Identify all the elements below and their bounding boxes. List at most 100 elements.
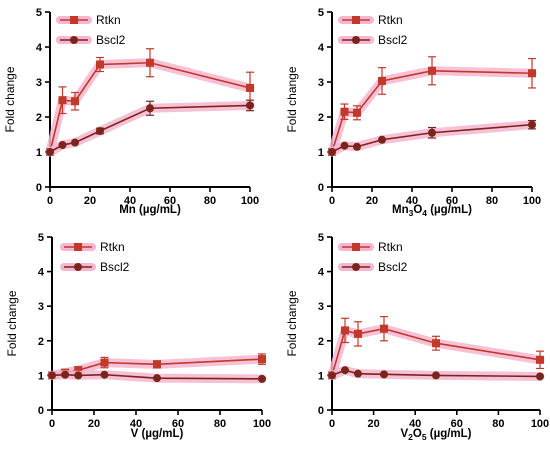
data-point-bscl2: [328, 148, 336, 156]
legend-label: Bscl2: [96, 33, 126, 47]
data-point-rtkn: [258, 355, 266, 364]
x-tick-label: 80: [204, 195, 216, 207]
chart-panel-2: 0 1 2 3 4 5 0 20 40 60 80 100 Fold change Mn3O4 (µg/m…: [285, 7, 541, 218]
x-tick-label: 20: [88, 418, 100, 430]
y-axis-title: Fold change: [3, 66, 17, 132]
y-axis-title: Fold change: [285, 290, 299, 356]
legend-label: Rtkn: [378, 13, 403, 27]
data-point-rtkn: [536, 355, 544, 364]
y-axis-title: Fold change: [5, 290, 19, 356]
legend-marker: [352, 16, 360, 24]
data-point-rtkn: [528, 69, 536, 78]
y-tick-label: 3: [38, 301, 44, 313]
legend-entry-bscl2: Bscl2: [60, 260, 130, 274]
legend-entry-rtkn: Rtkn: [338, 13, 403, 27]
x-tick-label: 100: [531, 418, 549, 430]
data-point-bscl2: [58, 141, 67, 149]
x-tick-label: 0: [329, 195, 335, 207]
y-tick-label: 2: [318, 112, 324, 124]
data-point-bscl2: [246, 101, 254, 110]
legend-label: Bscl2: [100, 260, 130, 274]
x-tick-label: 80: [214, 418, 226, 430]
y-tick-label: 0: [36, 182, 42, 194]
legend-label: Rtkn: [378, 240, 403, 254]
data-point-rtkn: [340, 107, 349, 116]
y-tick-label: 2: [36, 112, 42, 124]
data-point-bscl2: [74, 371, 83, 380]
series-line: [331, 69, 533, 153]
data-point-rtkn: [146, 58, 154, 67]
y-tick-label: 2: [318, 336, 324, 348]
y-tick-label: 5: [318, 232, 324, 244]
x-tick-label: 0: [47, 195, 53, 207]
x-tick-label: 40: [409, 418, 421, 430]
legend-entry-bscl2: Bscl2: [338, 33, 408, 47]
y-tick-label: 1: [38, 370, 44, 382]
x-tick-label: 0: [49, 418, 55, 430]
data-point-bscl2: [428, 128, 436, 137]
legend-entry-bscl2: Bscl2: [338, 260, 408, 274]
series-glow: [327, 324, 545, 380]
x-tick-label: 60: [172, 418, 184, 430]
data-point-rtkn: [96, 60, 104, 69]
chart-panel-4: 0 1 2 3 4 5 0 20 40 60 80 100 Fold change V2O5 (µg/mL…: [285, 232, 549, 442]
legend-marker: [352, 243, 360, 251]
y-tick-label: 4: [38, 267, 45, 279]
x-tick-label: 20: [84, 195, 96, 207]
series-bscl2: [327, 365, 545, 381]
y-tick-label: 5: [38, 232, 44, 244]
x-axis-title: Mn3O4 (µg/mL): [392, 204, 472, 218]
x-tick-label: 80: [492, 418, 504, 430]
y-tick-label: 2: [38, 336, 44, 348]
y-tick-label: 3: [36, 77, 42, 89]
data-point-rtkn: [100, 358, 109, 367]
data-point-bscl2: [48, 371, 56, 380]
data-point-bscl2: [153, 374, 161, 383]
data-point-bscl2: [146, 104, 154, 113]
x-tick-label: 100: [241, 195, 259, 207]
x-tick-label: 40: [130, 418, 142, 430]
chart-panel-3: 0 1 2 3 4 5 0 20 40 60 80 100 Fold change V (µg/mL) Rt…: [5, 232, 271, 440]
legend-label: Bscl2: [378, 260, 408, 274]
data-point-bscl2: [341, 366, 349, 375]
x-tick-label: 0: [329, 418, 335, 430]
data-point-rtkn: [153, 360, 161, 369]
y-tick-label: 0: [318, 405, 324, 417]
legend-marker: [352, 36, 360, 44]
data-point-bscl2: [378, 135, 386, 144]
data-point-bscl2: [328, 371, 336, 380]
data-point-bscl2: [96, 127, 104, 135]
x-tick-label: 80: [486, 195, 498, 207]
x-tick-label: 40: [406, 195, 418, 207]
legend-marker: [70, 36, 78, 44]
data-point-rtkn: [71, 97, 79, 106]
y-tick-label: 1: [318, 147, 324, 159]
y-tick-label: 4: [36, 42, 43, 54]
y-tick-label: 0: [318, 182, 324, 194]
legend-marker: [70, 16, 78, 24]
series-bscl2: [47, 370, 267, 384]
legend-marker: [74, 243, 82, 251]
y-tick-label: 3: [318, 77, 324, 89]
legend-entry-rtkn: Rtkn: [56, 13, 121, 27]
x-tick-label: 60: [451, 418, 463, 430]
data-point-bscl2: [258, 374, 266, 383]
data-point-bscl2: [380, 370, 388, 379]
x-tick-label: 60: [164, 195, 176, 207]
y-tick-label: 1: [36, 147, 42, 159]
y-tick-label: 4: [318, 267, 325, 279]
data-point-rtkn: [74, 366, 83, 375]
y-tick-label: 4: [318, 42, 325, 54]
legend-marker: [352, 263, 360, 271]
data-point-rtkn: [380, 324, 388, 333]
legend-label: Rtkn: [96, 13, 121, 27]
data-point-rtkn: [354, 329, 362, 338]
data-point-bscl2: [536, 372, 544, 381]
data-point-bscl2: [432, 371, 440, 380]
y-tick-label: 0: [38, 405, 44, 417]
data-point-rtkn: [353, 108, 361, 117]
data-point-rtkn: [378, 76, 386, 85]
data-point-bscl2: [61, 370, 70, 379]
chart-panel-1: 0 1 2 3 4 5 0 20 40 60 80 100 Fold change Mn (µg/mL) R…: [3, 7, 259, 216]
data-point-bscl2: [354, 369, 362, 378]
